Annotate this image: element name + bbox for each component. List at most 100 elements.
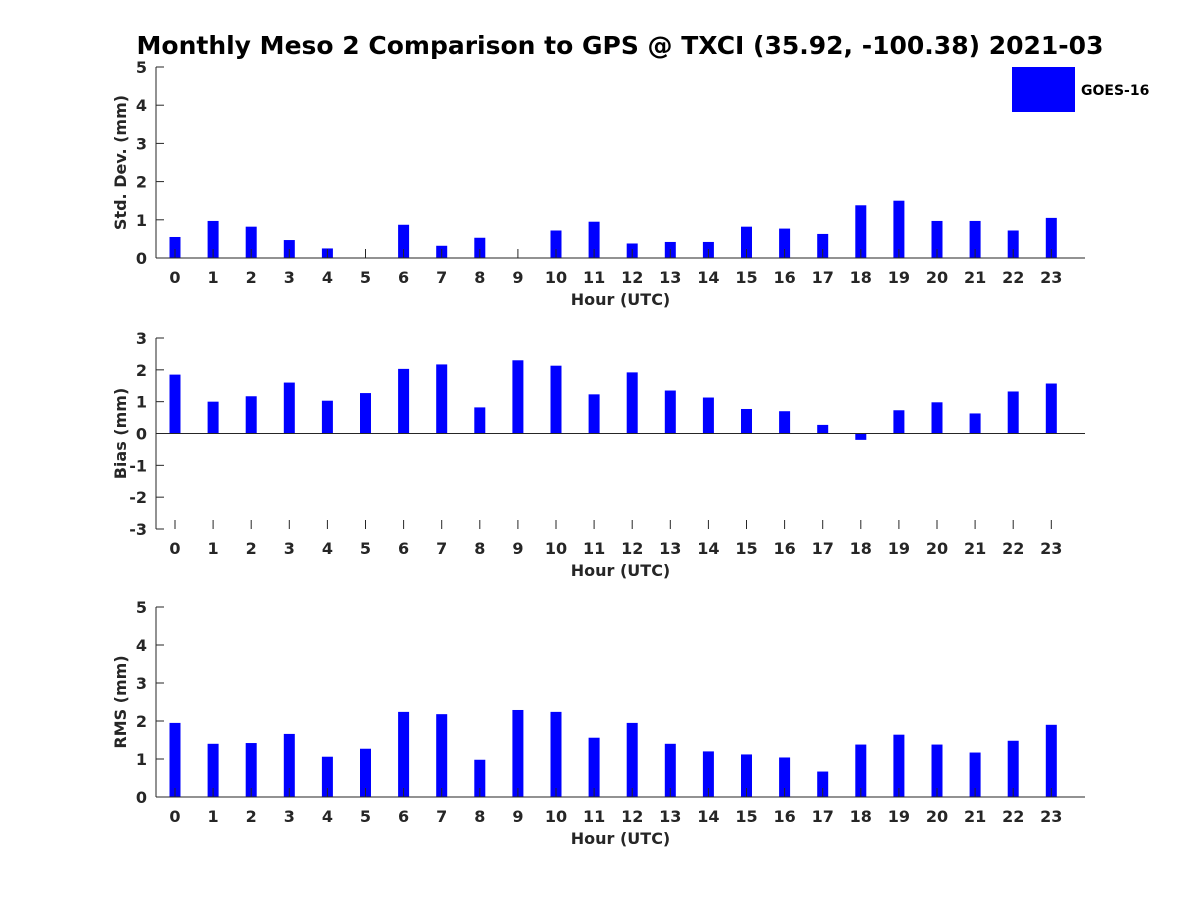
y-tick-label: 3 bbox=[136, 329, 147, 348]
bar bbox=[702, 751, 714, 797]
x-tick-label: 15 bbox=[735, 539, 757, 558]
bar bbox=[931, 744, 943, 797]
x-tick-label: 18 bbox=[850, 807, 872, 826]
bar bbox=[550, 230, 562, 258]
bar bbox=[550, 711, 562, 797]
x-axis-label: Hour (UTC) bbox=[571, 561, 671, 580]
x-tick-label: 5 bbox=[360, 807, 371, 826]
x-tick-label: 8 bbox=[474, 807, 485, 826]
x-tick-label: 11 bbox=[583, 539, 605, 558]
bar bbox=[741, 226, 752, 258]
bar bbox=[398, 224, 410, 258]
x-tick-label: 23 bbox=[1040, 539, 1062, 558]
legend: GOES-16 bbox=[1012, 67, 1149, 112]
y-tick-label: 3 bbox=[136, 134, 147, 153]
x-tick-label: 6 bbox=[398, 807, 409, 826]
legend-swatch-goes-16 bbox=[1012, 67, 1075, 112]
x-tick-label: 16 bbox=[773, 807, 795, 826]
x-tick-label: 14 bbox=[697, 807, 719, 826]
bar bbox=[741, 408, 752, 434]
bar bbox=[817, 424, 829, 434]
x-tick-label: 10 bbox=[545, 807, 567, 826]
y-tick-label: 0 bbox=[136, 249, 147, 268]
y-tick-label: -1 bbox=[129, 456, 147, 475]
x-tick-label: 14 bbox=[697, 268, 719, 287]
bar bbox=[893, 410, 905, 434]
bar bbox=[779, 757, 791, 797]
x-tick-label: 4 bbox=[322, 539, 333, 558]
bar bbox=[626, 722, 638, 797]
x-tick-label: 12 bbox=[621, 807, 643, 826]
x-tick-label: 7 bbox=[436, 539, 447, 558]
bar bbox=[931, 220, 943, 258]
x-tick-label: 16 bbox=[773, 539, 795, 558]
bar bbox=[588, 737, 600, 797]
y-tick-label: 1 bbox=[136, 393, 147, 412]
bar bbox=[550, 365, 562, 434]
x-tick-label: 0 bbox=[169, 268, 180, 287]
y-tick-label: 2 bbox=[136, 361, 147, 380]
x-tick-label: 3 bbox=[284, 539, 295, 558]
x-tick-label: 8 bbox=[474, 268, 485, 287]
bar bbox=[893, 734, 905, 797]
x-tick-label: 19 bbox=[888, 268, 910, 287]
x-tick-label: 15 bbox=[735, 268, 757, 287]
bar bbox=[664, 743, 676, 797]
bar bbox=[1045, 217, 1057, 258]
bar bbox=[1007, 740, 1019, 797]
x-tick-label: 9 bbox=[512, 268, 523, 287]
y-axis-label: RMS (mm) bbox=[111, 655, 130, 748]
y-tick-label: -2 bbox=[129, 488, 147, 507]
x-tick-label: 14 bbox=[697, 539, 719, 558]
x-tick-label: 22 bbox=[1002, 539, 1024, 558]
x-tick-label: 12 bbox=[621, 539, 643, 558]
x-tick-label: 1 bbox=[208, 807, 219, 826]
bar bbox=[283, 382, 295, 434]
x-tick-label: 19 bbox=[888, 539, 910, 558]
bar bbox=[1045, 724, 1057, 797]
bar bbox=[664, 390, 676, 434]
x-tick-label: 15 bbox=[735, 807, 757, 826]
bar bbox=[398, 368, 410, 434]
bar bbox=[360, 748, 371, 797]
x-tick-label: 4 bbox=[322, 807, 333, 826]
x-tick-label: 22 bbox=[1002, 268, 1024, 287]
x-tick-label: 11 bbox=[583, 268, 605, 287]
y-tick-label: 4 bbox=[136, 636, 147, 655]
y-tick-label: 5 bbox=[136, 58, 147, 77]
bar bbox=[321, 400, 333, 434]
x-tick-label: 17 bbox=[812, 268, 834, 287]
x-tick-label: 23 bbox=[1040, 268, 1062, 287]
y-axis-label: Std. Dev. (mm) bbox=[111, 95, 130, 230]
y-tick-label: -3 bbox=[129, 520, 147, 539]
x-tick-label: 6 bbox=[398, 268, 409, 287]
bar bbox=[474, 759, 486, 797]
x-tick-label: 21 bbox=[964, 807, 986, 826]
bar bbox=[283, 733, 295, 797]
bar bbox=[588, 394, 600, 434]
x-tick-label: 13 bbox=[659, 268, 681, 287]
bar bbox=[1045, 383, 1057, 434]
bar bbox=[893, 200, 905, 258]
y-tick-label: 4 bbox=[136, 96, 147, 115]
bar bbox=[512, 709, 524, 797]
bar bbox=[474, 407, 486, 434]
x-axis-label: Hour (UTC) bbox=[571, 829, 671, 848]
x-tick-label: 20 bbox=[926, 268, 948, 287]
x-tick-label: 0 bbox=[169, 539, 180, 558]
x-tick-label: 7 bbox=[436, 268, 447, 287]
bar bbox=[436, 364, 448, 434]
x-tick-label: 18 bbox=[850, 539, 872, 558]
bar bbox=[169, 374, 181, 434]
bar bbox=[969, 752, 981, 797]
x-tick-label: 10 bbox=[545, 539, 567, 558]
bar bbox=[474, 237, 486, 258]
y-tick-label: 0 bbox=[136, 788, 147, 807]
x-tick-label: 3 bbox=[284, 807, 295, 826]
x-tick-label: 1 bbox=[208, 268, 219, 287]
x-tick-label: 21 bbox=[964, 539, 986, 558]
